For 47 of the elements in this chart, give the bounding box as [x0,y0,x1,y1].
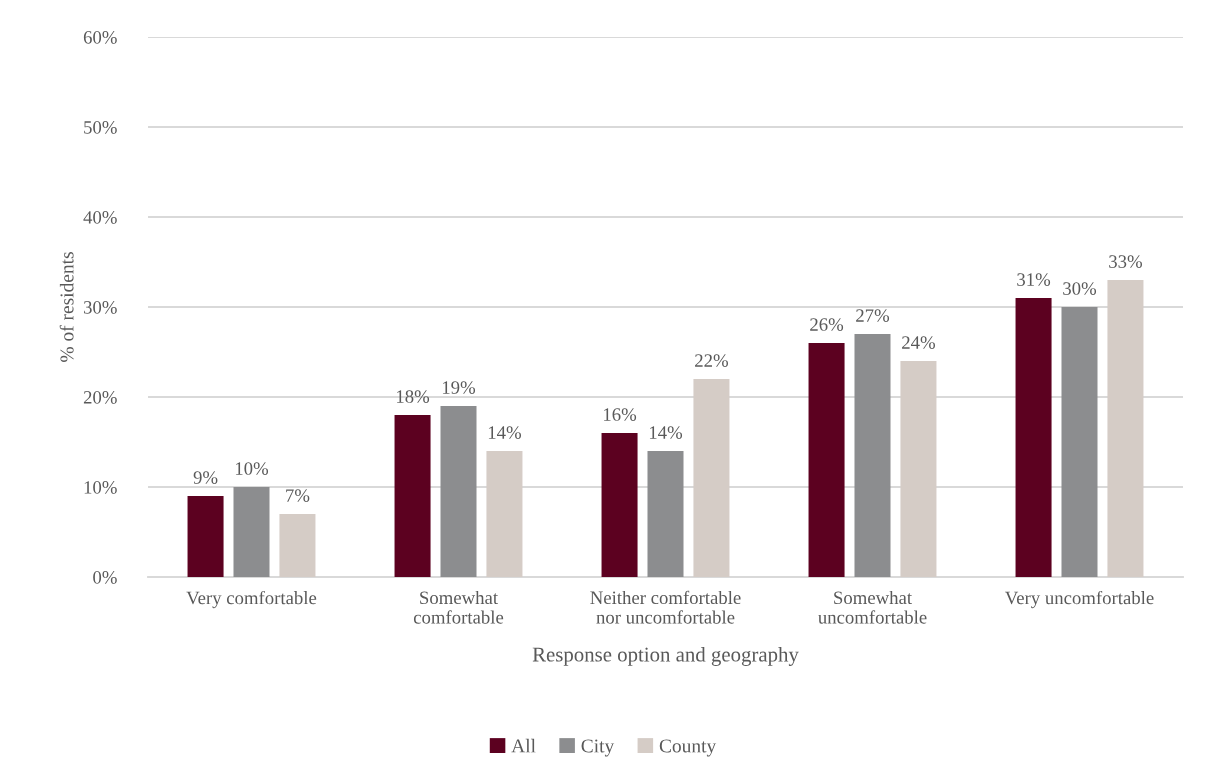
bar [187,496,224,577]
legend-label: County [659,739,717,757]
bar [440,406,477,577]
bar [486,451,523,577]
data-label: 14% [649,426,683,439]
x-axis-title: Response option and geography [532,646,799,666]
data-label: 26% [810,318,844,331]
x-tick-label: Neither comfortable nor uncomfortable [590,590,741,624]
legend-label: All [511,738,536,753]
legend-label: City [581,739,615,757]
bar [1015,298,1052,577]
data-label: 31% [1017,273,1051,286]
y-axis-title: % of residents [59,252,74,362]
y-tick-label: 0% [93,571,117,584]
bar [233,487,270,577]
y-tick-label: 60% [83,31,117,44]
bar [693,379,730,577]
y-tick-label: 20% [83,391,117,404]
bar [394,415,431,577]
data-label: 9% [193,471,218,484]
y-tick-label: 40% [83,211,117,224]
data-label: 7% [286,489,310,502]
bar [808,343,845,577]
x-tick-label: Very comfortable [186,590,317,609]
y-tick-label: 10% [84,481,117,494]
bar [1107,280,1144,577]
bar [601,433,638,577]
bar [1061,307,1098,577]
data-label: 19% [442,381,476,394]
data-label: 33% [1109,255,1142,268]
data-label: 22% [695,354,728,367]
data-label: 10% [235,462,269,475]
y-tick-label: 50% [84,121,117,134]
bar [854,334,891,577]
data-label: 27% [856,309,890,322]
data-label: 14% [488,426,521,439]
x-tick-label: Somewhat uncomfortable [818,590,927,624]
bar [647,451,684,577]
data-label: 16% [604,408,637,421]
data-label: 30% [1063,282,1097,295]
bar [900,361,937,577]
data-label: 24% [902,336,935,349]
x-tick-label: Somewhat comfortable [413,590,504,624]
data-label: 18% [397,390,430,403]
y-tick-label: 30% [83,301,117,314]
bar [279,514,316,577]
x-tick-label: Very uncomfortable [1005,590,1154,609]
